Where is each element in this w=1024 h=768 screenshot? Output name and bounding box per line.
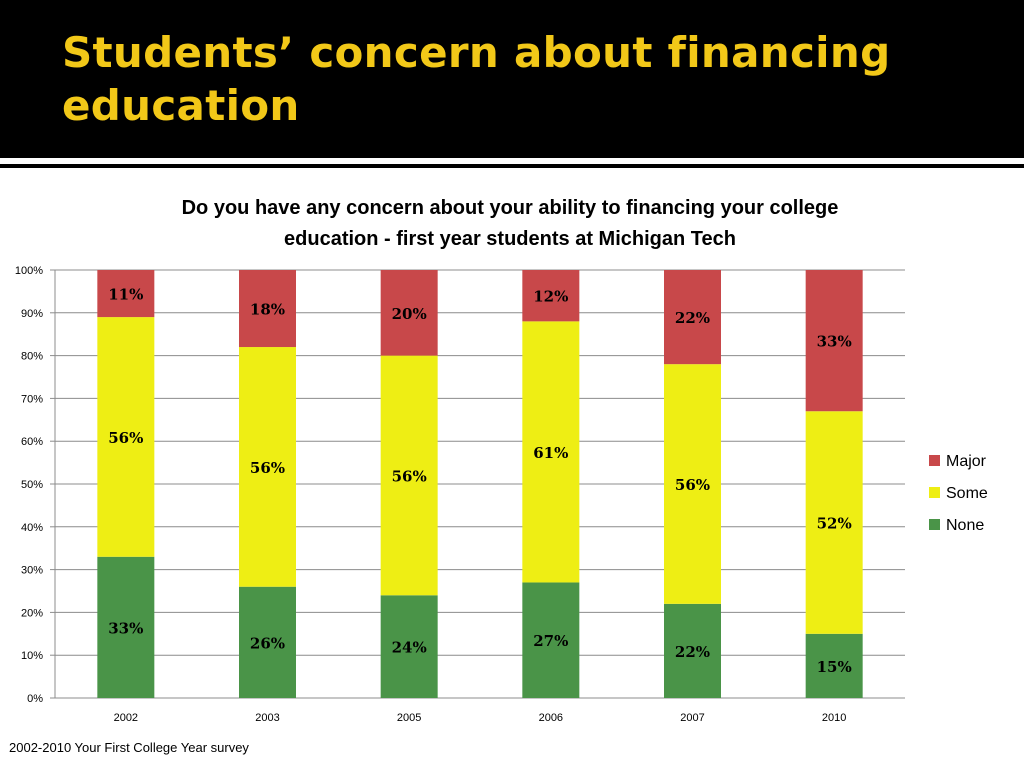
data-label: 20% bbox=[392, 305, 427, 323]
x-tick-label: 2002 bbox=[114, 712, 138, 724]
legend-label-none: None bbox=[946, 517, 984, 534]
bar-segment-some bbox=[664, 364, 721, 604]
y-tick-label: 80% bbox=[21, 351, 43, 363]
data-label: 56% bbox=[675, 476, 710, 494]
bar-segment-major bbox=[664, 270, 721, 365]
x-tick-label: 2007 bbox=[680, 712, 704, 724]
legend-swatch-none bbox=[929, 519, 940, 530]
bar-segment-major bbox=[97, 270, 155, 318]
y-tick-label: 50% bbox=[21, 479, 43, 491]
data-label: 24% bbox=[392, 639, 427, 657]
bar-segment-none bbox=[380, 595, 438, 698]
data-label: 33% bbox=[817, 333, 852, 351]
y-tick-label: 100% bbox=[15, 265, 43, 277]
data-label: 22% bbox=[675, 643, 710, 661]
x-tick-label: 2006 bbox=[539, 712, 563, 724]
chart-title-line-1: Do you have any concern about your abili… bbox=[181, 197, 839, 219]
bar-segment-some bbox=[522, 321, 580, 583]
y-tick-label: 70% bbox=[21, 393, 43, 405]
bar-segment-none bbox=[239, 586, 296, 698]
bar-segment-major bbox=[380, 270, 438, 356]
chart-title-line-2: education - first year students at Michi… bbox=[284, 228, 736, 250]
bar-segment-none bbox=[805, 633, 863, 698]
data-label: 27% bbox=[533, 632, 568, 650]
data-label: 15% bbox=[817, 658, 852, 676]
data-label: 22% bbox=[675, 309, 710, 327]
bar-segment-none bbox=[664, 603, 721, 698]
bar-segment-major bbox=[239, 270, 296, 348]
y-tick-label: 90% bbox=[21, 308, 43, 320]
y-tick-label: 60% bbox=[21, 436, 43, 448]
slide-title-line-2: education bbox=[62, 81, 300, 130]
y-tick-label: 30% bbox=[21, 565, 43, 577]
legend-swatch-some bbox=[929, 487, 940, 498]
bar-segment-none bbox=[522, 582, 580, 698]
data-label: 52% bbox=[817, 515, 852, 533]
bar-segment-major bbox=[805, 270, 863, 412]
title-divider bbox=[0, 164, 1024, 168]
data-label: 56% bbox=[250, 459, 285, 477]
slide-title: Students’ concern about financing educati… bbox=[62, 26, 1002, 132]
y-tick-label: 20% bbox=[21, 607, 43, 619]
x-tick-label: 2010 bbox=[822, 712, 846, 724]
bar-segment-none bbox=[97, 556, 155, 698]
y-tick-label: 10% bbox=[21, 650, 43, 662]
data-label: 12% bbox=[533, 288, 568, 306]
data-label: 33% bbox=[108, 619, 143, 637]
y-tick-label: 40% bbox=[21, 522, 43, 534]
legend-label-some: Some bbox=[946, 485, 988, 502]
source-note: 2002-2010 Your First College Year survey bbox=[9, 740, 249, 755]
data-label: 26% bbox=[250, 634, 285, 652]
legend-swatch-major bbox=[929, 455, 940, 466]
bar-segment-some bbox=[805, 411, 863, 634]
legend-label-major: Major bbox=[946, 453, 987, 470]
x-tick-label: 2005 bbox=[397, 712, 421, 724]
data-label: 11% bbox=[108, 286, 143, 304]
bar-segment-some bbox=[239, 347, 296, 587]
data-label: 56% bbox=[392, 467, 427, 485]
bar-segment-some bbox=[380, 355, 438, 596]
y-tick-label: 0% bbox=[27, 693, 43, 705]
bar-segment-major bbox=[522, 270, 580, 322]
bar-segment-some bbox=[97, 317, 155, 557]
slide-title-line-1: Students’ concern about financing bbox=[62, 28, 891, 77]
data-label: 18% bbox=[250, 301, 285, 319]
data-label: 56% bbox=[108, 429, 143, 447]
chart-title: Do you have any concern about your abili… bbox=[70, 193, 950, 255]
data-label: 61% bbox=[533, 444, 568, 462]
x-tick-label: 2003 bbox=[255, 712, 279, 724]
title-band: Students’ concern about financing educati… bbox=[0, 0, 1024, 158]
